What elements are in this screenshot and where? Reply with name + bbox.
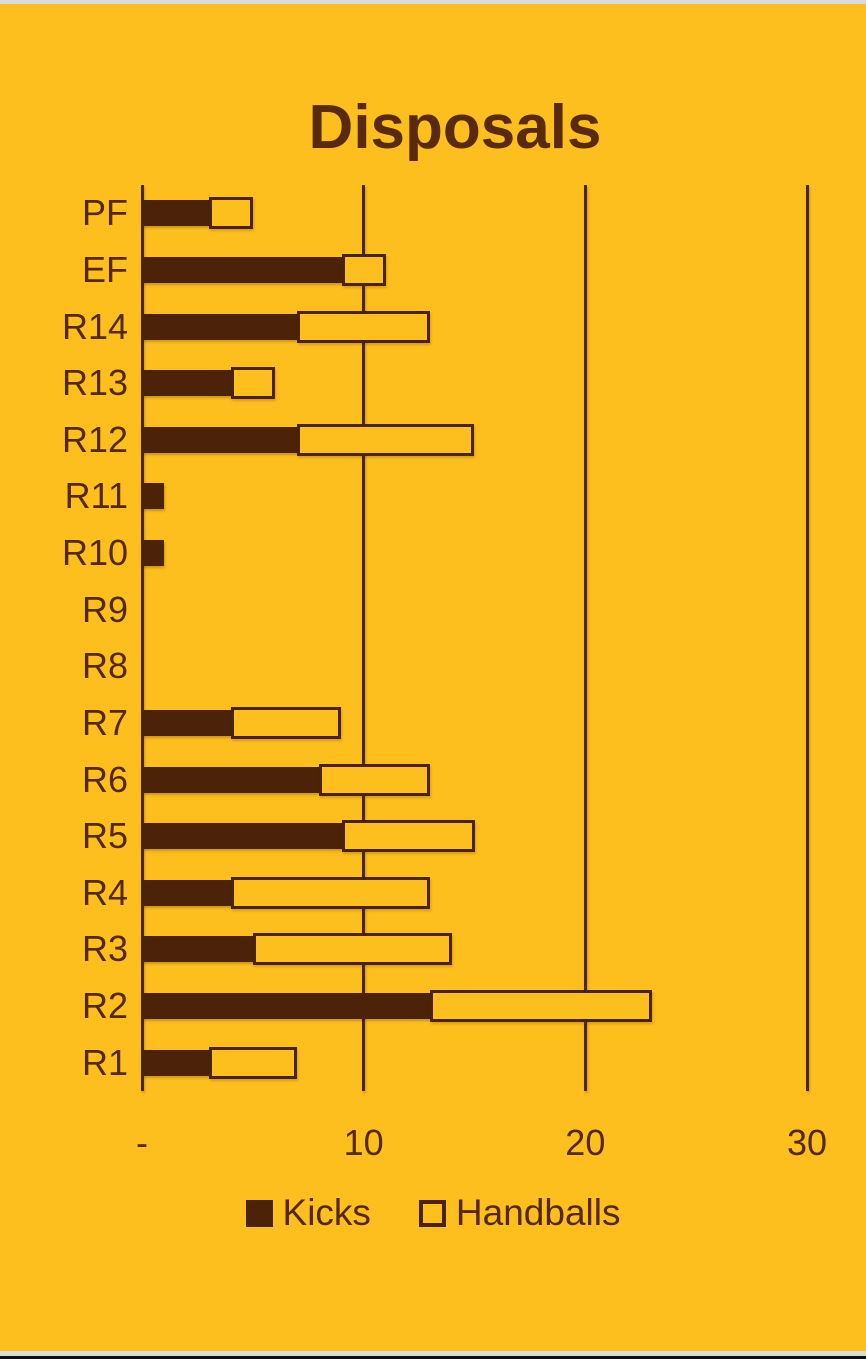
chart-row-R8 — [142, 638, 807, 695]
kicks-bar-R10 — [142, 540, 165, 567]
plot-area — [140, 185, 809, 1091]
kicks-swatch-icon — [245, 1199, 273, 1227]
kicks-bar-R13 — [142, 370, 231, 397]
chart-row-PF — [142, 185, 807, 242]
kicks-bar-R4 — [142, 879, 231, 906]
kicks-bar-R1 — [142, 1049, 209, 1076]
legend-item-kicks: Kicks — [245, 1192, 371, 1234]
chart-row-R14 — [142, 298, 807, 355]
kicks-bar-R3 — [142, 936, 253, 963]
category-label-R1: R1 — [81, 1041, 128, 1083]
chart-row-R5 — [142, 808, 807, 865]
kicks-bar-R11 — [142, 483, 165, 510]
chart-row-R6 — [142, 751, 807, 808]
kicks-bar-R7 — [142, 709, 231, 736]
handballs-bar-EF — [341, 253, 386, 286]
kicks-bar-R12 — [142, 426, 298, 453]
category-label-R3: R3 — [81, 928, 128, 970]
legend: Kicks Handballs — [0, 1192, 866, 1234]
category-label-EF: EF — [81, 248, 128, 290]
kicks-bar-R14 — [142, 313, 298, 340]
handballs-bar-R7 — [230, 706, 342, 739]
chart-row-R2 — [142, 978, 807, 1035]
category-label-R2: R2 — [81, 985, 128, 1027]
handballs-bar-R6 — [319, 763, 431, 796]
chart-row-EF — [142, 242, 807, 299]
handballs-bar-R1 — [208, 1046, 298, 1079]
handballs-bar-R5 — [341, 820, 475, 853]
chart-row-R9 — [142, 581, 807, 638]
kicks-bar-R6 — [142, 766, 320, 793]
chart-row-R13 — [142, 355, 807, 412]
category-label-R4: R4 — [81, 871, 128, 913]
handballs-bar-R13 — [230, 367, 275, 400]
handballs-swatch-icon — [418, 1199, 446, 1227]
chart-row-R12 — [142, 412, 807, 469]
top-border-band — [0, 0, 866, 4]
category-label-R6: R6 — [81, 758, 128, 800]
chart-row-R7 — [142, 695, 807, 752]
category-label-PF: PF — [81, 192, 128, 234]
legend-item-handballs: Handballs — [418, 1192, 621, 1234]
handballs-bar-R3 — [252, 933, 453, 966]
chart-row-R10 — [142, 525, 807, 582]
category-label-R14: R14 — [61, 305, 128, 347]
gridline-30 — [805, 185, 809, 1091]
handballs-bar-R12 — [297, 423, 475, 456]
kicks-bar-R2 — [142, 993, 431, 1020]
category-axis-line — [140, 185, 144, 1091]
category-label-R9: R9 — [81, 588, 128, 630]
x-tick-label--: - — [136, 1122, 148, 1163]
chart-row-R3 — [142, 921, 807, 978]
x-tick-label-10: 10 — [343, 1122, 384, 1163]
legend-label-kicks: Kicks — [282, 1192, 371, 1233]
x-tick-label-30: 30 — [786, 1122, 828, 1163]
category-label-R12: R12 — [61, 418, 128, 460]
category-axis-labels: PF EF R14 R13 R12 R11 R10 R9 R8 R7 R6 R5 R4 R3 R2 R1 — [0, 185, 128, 1091]
category-label-R11: R11 — [64, 475, 128, 517]
x-tick-label-20: 20 — [565, 1122, 606, 1163]
kicks-bar-EF — [142, 256, 342, 283]
category-label-R13: R13 — [61, 362, 128, 404]
category-label-R7: R7 — [81, 701, 128, 743]
category-label-R10: R10 — [61, 532, 128, 574]
category-label-R8: R8 — [81, 645, 128, 687]
chart-title: Disposals — [308, 93, 602, 162]
chart-row-R11 — [142, 468, 807, 525]
handballs-bar-R14 — [297, 310, 431, 343]
category-label-R5: R5 — [81, 815, 128, 857]
bottom-black-band — [0, 1356, 866, 1359]
chart-row-R4 — [142, 865, 807, 922]
gridline-20 — [583, 185, 587, 1091]
kicks-bar-PF — [142, 200, 209, 227]
value-axis: - 10 20 30 — [136, 1122, 827, 1166]
bottom-gray-band — [0, 1351, 866, 1356]
kicks-bar-R5 — [142, 823, 342, 850]
gridline-10 — [362, 185, 366, 1091]
handballs-bar-R2 — [430, 990, 652, 1023]
chart-row-R1 — [142, 1034, 807, 1091]
handballs-bar-PF — [208, 197, 253, 230]
handballs-bar-R4 — [230, 876, 431, 909]
legend-label-handballs: Handballs — [455, 1192, 621, 1233]
